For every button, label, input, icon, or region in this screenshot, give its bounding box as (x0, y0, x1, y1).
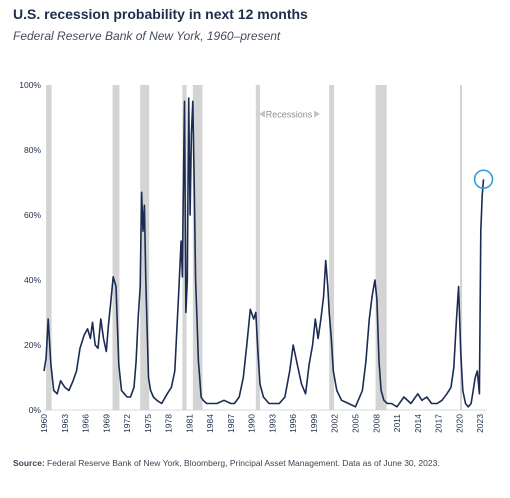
y-tick-label: 20% (24, 340, 41, 350)
recessions-annotation-label: Recessions (266, 110, 313, 120)
x-tick-label: 2005 (350, 414, 360, 433)
x-tick-label: 1978 (164, 414, 174, 433)
recession-band (255, 85, 260, 410)
x-tick-label: 2023 (475, 414, 485, 433)
x-tick-label: 1963 (60, 414, 70, 433)
x-tick-label: 2008 (371, 414, 381, 433)
x-tick-label: 1999 (309, 414, 319, 433)
chart-subtitle: Federal Reserve Bank of New York, 1960–p… (13, 29, 281, 43)
x-tick-label: 1975 (143, 414, 153, 433)
recessions-arrow-left-icon (259, 110, 265, 118)
x-tick-label: 2020 (454, 414, 464, 433)
recession-band (182, 85, 187, 410)
latest-value-highlight-circle (473, 169, 494, 190)
y-tick-label: 40% (24, 275, 41, 285)
recession-band (375, 85, 387, 410)
x-tick-label: 1990 (247, 414, 257, 433)
recessions-annotation: Recessions (259, 110, 320, 120)
source-text: Federal Reserve Bank of New York, Bloomb… (44, 458, 440, 468)
recession-band (192, 85, 203, 410)
y-tick-label: 80% (24, 145, 41, 155)
x-tick-label: 1972 (122, 414, 132, 433)
y-tick-label: 60% (24, 210, 41, 220)
recession-bands (46, 85, 463, 410)
series-line (43, 97, 485, 408)
recession-band (329, 85, 335, 410)
recession-band (46, 85, 52, 410)
y-axis: 0% 20% 40% 60% 80% 100% (19, 80, 41, 415)
x-tick-label: 2002 (330, 414, 340, 433)
x-tick-label: 1996 (288, 414, 298, 433)
recessions-arrow-right-icon (314, 110, 320, 118)
recession-band (112, 85, 120, 410)
x-tick-label: 1960 (39, 414, 49, 433)
y-tick-label: 0% (29, 405, 42, 415)
y-tick-label: 100% (19, 80, 41, 90)
recession-band (460, 85, 463, 410)
x-tick-label: 1984 (205, 414, 215, 433)
x-tick-label: 1969 (101, 414, 111, 433)
source-label: Source: (13, 458, 45, 468)
x-tick-label: 1993 (267, 414, 277, 433)
x-tick-label: 1966 (81, 414, 91, 433)
x-tick-label: 2011 (392, 414, 402, 433)
source-note: Source: Federal Reserve Bank of New York… (13, 458, 503, 468)
x-tick-label: 2014 (413, 414, 423, 433)
x-axis: 1960 1963 1966 1969 1972 1975 1978 1981 1984 1987… (39, 414, 485, 433)
recession-probability-chart: 0%20%40%60%80%100% 1960 1963 1966 1969 1972 1… (19, 80, 494, 433)
chart-title: U.S. recession probability in next 12 mo… (13, 6, 308, 22)
x-tick-label: 1981 (184, 414, 194, 433)
x-tick-label: 1987 (226, 414, 236, 433)
x-tick-label: 2017 (434, 414, 444, 433)
